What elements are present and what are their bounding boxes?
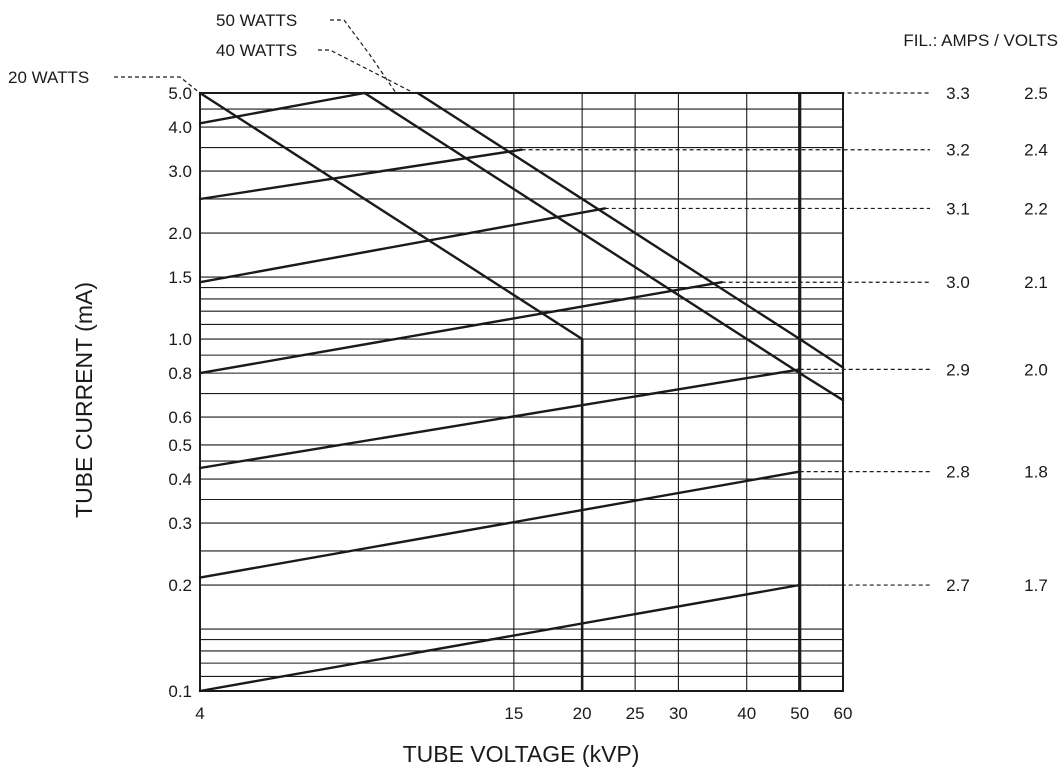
filament-amps-label: 2.7 bbox=[946, 576, 970, 595]
filament-line bbox=[198, 148, 523, 201]
y-tick-label: 4.0 bbox=[168, 118, 192, 137]
filament-volts-label: 1.8 bbox=[1024, 463, 1048, 482]
filament-amps-label: 3.3 bbox=[946, 84, 970, 103]
power-limit-line bbox=[198, 91, 584, 341]
filament-line bbox=[198, 368, 801, 470]
y-tick-label: 3.0 bbox=[168, 162, 192, 181]
power-limit-leader bbox=[330, 19, 397, 94]
x-tick-label: 4 bbox=[195, 704, 204, 723]
filament-line bbox=[198, 281, 723, 375]
filament-amps-label: 3.1 bbox=[946, 199, 970, 218]
filament-volts-label: 1.7 bbox=[1024, 576, 1048, 595]
power-limit-leader bbox=[318, 49, 415, 94]
x-tick-label: 60 bbox=[834, 704, 853, 723]
y-tick-label: 0.8 bbox=[168, 364, 192, 383]
x-tick-label: 40 bbox=[737, 704, 756, 723]
filament-amps-label: 3.2 bbox=[946, 141, 970, 160]
x-axis-title: TUBE VOLTAGE (kVP) bbox=[403, 741, 640, 767]
power-limit-label: 50 WATTS bbox=[216, 11, 297, 30]
y-tick-label: 0.1 bbox=[168, 682, 192, 701]
power-limit-leader bbox=[114, 76, 201, 94]
y-tick-label: 0.3 bbox=[168, 514, 192, 533]
filament-header: FIL.: AMPS / VOLTS bbox=[903, 31, 1058, 50]
x-tick-label: 30 bbox=[669, 704, 688, 723]
y-tick-label: 0.5 bbox=[168, 436, 192, 455]
chart-labels: 0.1 0.2 0.3 0.4 0.5 0.6 0.8 1.0 1.5 2.0 3.0 4.0 5.0 4… bbox=[8, 11, 1048, 723]
filament-volts-label: 2.4 bbox=[1024, 141, 1048, 160]
filament-line bbox=[198, 583, 801, 693]
filament-volts-label: 2.5 bbox=[1024, 84, 1048, 103]
filament-line bbox=[198, 91, 366, 125]
y-tick-label: 5.0 bbox=[168, 84, 192, 103]
filament-line bbox=[198, 470, 801, 579]
x-tick-label: 50 bbox=[790, 704, 809, 723]
power-limit-line bbox=[363, 91, 845, 402]
y-tick-label: 0.4 bbox=[168, 470, 192, 489]
filament-amps-label: 3.0 bbox=[946, 273, 970, 292]
chart-curves bbox=[198, 91, 845, 693]
filament-volts-label: 2.0 bbox=[1024, 360, 1048, 379]
filament-line bbox=[198, 207, 606, 284]
gridlines bbox=[200, 92, 843, 691]
filament-volts-label: 2.2 bbox=[1024, 199, 1048, 218]
y-tick-label: 2.0 bbox=[168, 224, 192, 243]
y-tick-label: 1.0 bbox=[168, 330, 192, 349]
power-limit-label: 20 WATTS bbox=[8, 68, 89, 87]
filament-amps-label: 2.8 bbox=[946, 463, 970, 482]
y-tick-label: 1.5 bbox=[168, 268, 192, 287]
power-limit-line bbox=[416, 91, 845, 369]
x-tick-label: 20 bbox=[573, 704, 592, 723]
leader-lines bbox=[114, 19, 930, 586]
filament-amps-label: 2.9 bbox=[946, 360, 970, 379]
y-tick-label: 0.2 bbox=[168, 576, 192, 595]
power-limit-label: 40 WATTS bbox=[216, 41, 297, 60]
y-tick-label: 0.6 bbox=[168, 408, 192, 427]
y-axis-title: TUBE CURRENT (mA) bbox=[71, 282, 97, 518]
x-tick-label: 25 bbox=[626, 704, 645, 723]
filament-volts-label: 2.1 bbox=[1024, 273, 1048, 292]
x-tick-label: 15 bbox=[504, 704, 523, 723]
